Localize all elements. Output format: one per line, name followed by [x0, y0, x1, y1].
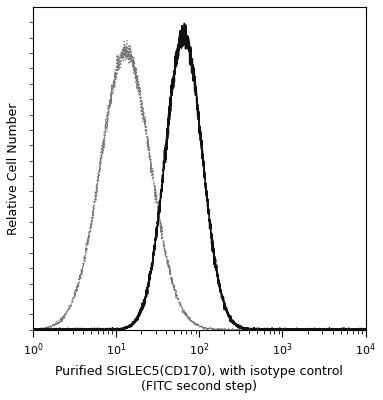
Y-axis label: Relative Cell Number: Relative Cell Number	[7, 102, 20, 234]
X-axis label: Purified SIGLEC5(CD170), with isotype control
(FITC second step): Purified SIGLEC5(CD170), with isotype co…	[56, 365, 343, 393]
